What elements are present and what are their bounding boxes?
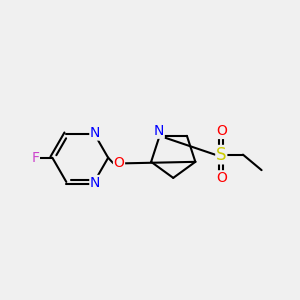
Text: O: O bbox=[216, 124, 227, 138]
Text: O: O bbox=[216, 171, 227, 185]
Text: N: N bbox=[154, 124, 164, 138]
Text: F: F bbox=[31, 151, 39, 165]
Text: S: S bbox=[216, 146, 226, 164]
Text: N: N bbox=[90, 176, 100, 190]
Text: O: O bbox=[114, 156, 124, 170]
Text: N: N bbox=[90, 126, 100, 140]
